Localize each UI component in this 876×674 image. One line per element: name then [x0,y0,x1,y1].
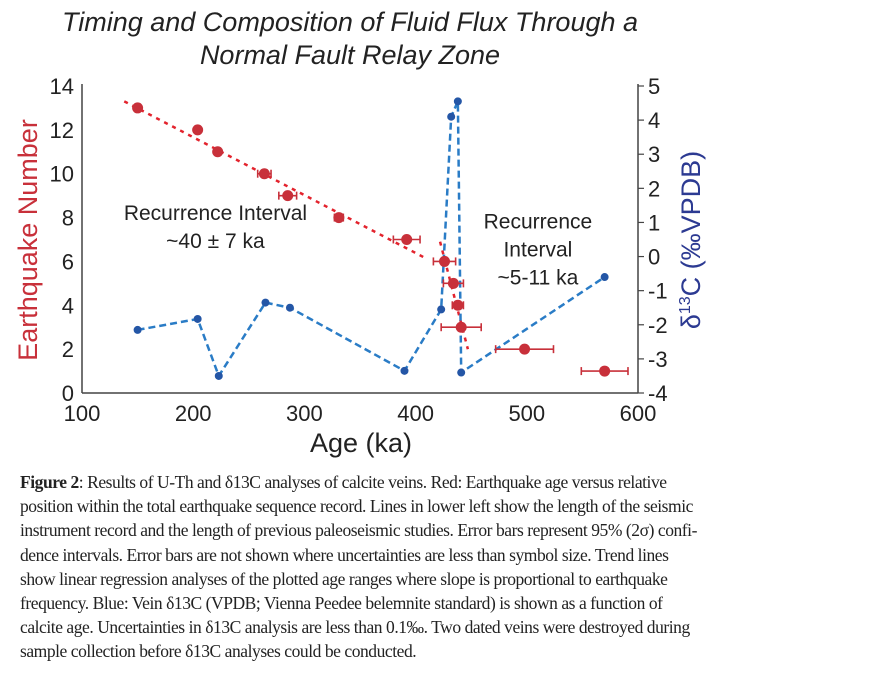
d13c-point [193,314,202,323]
y2-tick-label: 1 [648,210,660,235]
chart-title-line-2: Normal Fault Relay Zone [199,40,501,70]
caption-line: show linear regression analyses of the p… [20,568,668,589]
y-tick-label: 8 [62,206,74,231]
axes: 100 200 300 400 500 60002468101214-4-3-2-1012… [50,74,668,426]
y2-tick-label: 0 [648,245,660,270]
earthquake-point [599,365,611,377]
chart-title: Timing and Composition of Fluid Flux Thr… [0,6,700,72]
y-tick-label: 4 [62,293,74,318]
earthquake-point [452,299,464,311]
y2-label-delta: δ [676,314,706,329]
annotation-line: ~40 ± 7 ka [166,230,265,253]
earthquake-point [439,255,451,267]
d13c-point [437,305,446,314]
caption-text: : Results of U-Th and δ13C analyses of c… [78,472,667,492]
chart-area: 100 200 300 400 500 60002468101214-4-3-2-1012… [13,74,706,458]
earthquake-point [455,321,467,333]
caption-line: frequency. Blue: Vein δ13C (VPDB; Vienna… [20,593,663,614]
y-tick-label: 14 [50,74,74,99]
x-tick-label: 400 [397,401,434,426]
y2-tick-label: 5 [648,74,660,99]
x-tick-label: 200 [175,401,212,426]
y2-axis-label: δ13C (‰VPDB) [676,151,706,329]
d13c-point [261,298,270,307]
annotation-line: Recurrence Interval [124,202,307,225]
d13c-point [133,325,142,334]
earthquake-point [258,168,270,180]
caption-line: sample collection before δ13C analyses c… [20,641,417,662]
earthquake-point [447,277,459,289]
caption-line: instrument record and the length of prev… [20,520,697,541]
d13c-point [400,366,409,375]
earthquake-point [212,146,224,158]
y-axis-label: Earthquake Number [13,119,43,361]
y2-tick-label: 4 [648,108,660,133]
y-tick-label: 6 [62,249,74,274]
earthquake-point [282,190,294,202]
x-axis-label: Age (ka) [310,428,412,458]
caption-label: Figure 2 [20,472,79,492]
d13c-point [457,368,466,377]
x-tick-label: 100 [64,401,101,426]
y-tick-label: 2 [62,337,74,362]
y2-tick-label: -4 [648,381,668,406]
y2-tick-label: 3 [648,142,660,167]
annotation-line: ~5-11 ka [498,267,579,290]
y2-tick-label: -3 [648,347,668,372]
d13c-point [214,371,223,380]
earthquake-point [333,212,345,224]
y2-tick-label: -2 [648,313,668,338]
x-tick-label: 600 [620,401,657,426]
earthquake-point [519,343,531,355]
y2-tick-label: 2 [648,176,660,201]
figure-caption: Figure 2: Results of U-Th and δ13C analy… [20,470,870,664]
y2-label-rest: C (‰VPDB) [676,151,706,297]
earthquake-point [132,102,144,114]
annotation-recurrence-interval: Recurrence Interval ~5-11 ka [484,211,593,290]
trend-40ka-line [123,100,424,259]
x-tick-label: 500 [508,401,545,426]
annotation-line: Interval [503,239,572,262]
annotation-line: Recurrence [484,211,593,234]
d13c-point [447,112,456,121]
y2-tick-label: -1 [648,279,668,304]
caption-line: calcite age. Uncertainties in δ13C analy… [20,617,690,638]
caption-line: Figure 2: Results of U-Th and δ13C analy… [20,470,870,494]
y-tick-label: 0 [62,381,74,406]
d13c-point [600,273,609,282]
caption-line: dence intervals. Error bars are not show… [20,544,669,565]
y-tick-label: 12 [50,118,74,143]
earthquake-point [192,124,204,136]
chart-title-line-1: Timing and Composition of Fluid Flux Thr… [61,7,639,37]
x-tick-label: 300 [286,401,323,426]
y2-label-sup: 13 [677,296,694,314]
earthquake-point [401,234,413,245]
chart-marks: Recurrence Interval ~40 ± 7 ka Recurrence I… [123,97,629,380]
annotation-recurrence-interval: Recurrence Interval ~40 ± 7 ka [124,202,307,253]
d13c-point [453,97,462,106]
caption-line: position within the total earthquake seq… [20,496,693,517]
y-tick-label: 10 [50,162,74,187]
d13c-point [285,303,294,312]
